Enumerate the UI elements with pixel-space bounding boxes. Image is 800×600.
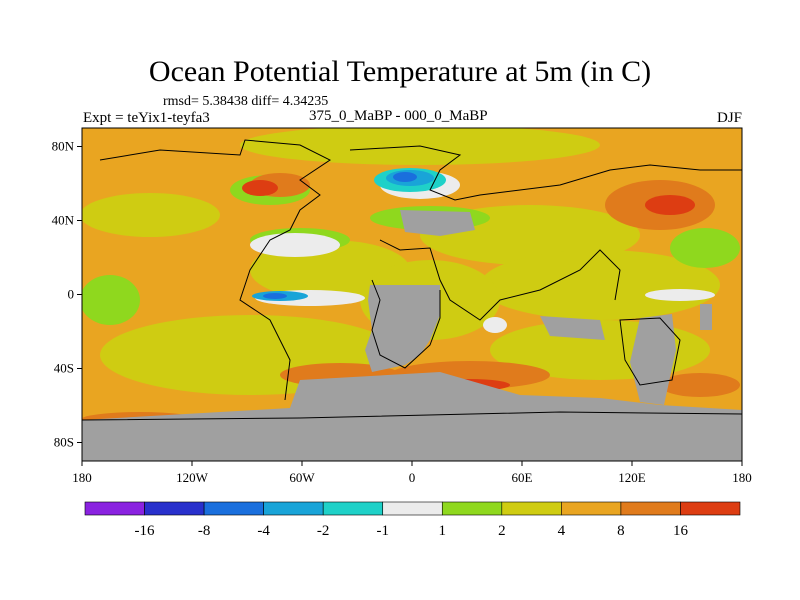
coastline-segment: [619, 317, 681, 386]
colorbar-label: 16: [673, 523, 689, 539]
field-region: [242, 180, 278, 196]
colorbar-label: 8: [617, 523, 625, 539]
colorbar-swatch: [322, 501, 384, 516]
coastline-segment: [82, 411, 742, 421]
y-tick-label: 40S: [54, 361, 74, 376]
colorbar-swatch: [263, 501, 324, 516]
land-mask: [400, 210, 475, 236]
colorbar: -16 -8 -4 -2 -1 1 2 4 8 16: [84, 501, 741, 539]
colorbar-label: -1: [376, 523, 389, 539]
x-tick-label: 180: [732, 470, 752, 485]
y-tick-label: 80S: [54, 435, 74, 450]
field-region: [82, 193, 220, 237]
field-region: [250, 233, 340, 257]
y-tick-label: 40N: [52, 213, 75, 228]
colorbar-swatch: [203, 501, 264, 516]
coastline-segment: [99, 139, 331, 401]
field-region: [393, 172, 417, 182]
x-tick-label: 120E: [618, 470, 646, 485]
colorbar-label: 2: [498, 523, 506, 539]
field-region: [263, 293, 287, 299]
colorbar-swatch: [501, 501, 562, 516]
coastline-segment: [349, 145, 742, 201]
colorbar-label: -2: [317, 523, 330, 539]
field-region: [483, 317, 507, 333]
experiment-label: Expt = teYix1-teyfa3: [83, 110, 210, 126]
colorbar-label: -16: [135, 523, 155, 539]
land-mask: [82, 372, 742, 430]
field-region: [670, 228, 740, 268]
colorbar-swatch: [144, 501, 205, 516]
colorbar-swatch: [620, 501, 681, 516]
land-mask: [700, 304, 712, 330]
colorbar-swatch: [382, 501, 443, 516]
period-label: 375_0_MaBP - 000_0_MaBP: [309, 108, 488, 124]
x-tick-label: 120W: [176, 470, 209, 485]
stats-label: rmsd= 5.38438 diff= 4.34235: [163, 94, 329, 109]
x-tick-label: 0: [409, 470, 416, 485]
land-mask: [540, 316, 605, 340]
colorbar-swatch: [680, 501, 741, 516]
field-region: [82, 275, 140, 325]
colorbar-swatch: [84, 501, 145, 516]
field-region: [480, 250, 720, 320]
field-region: [645, 289, 715, 301]
field-region: [240, 128, 600, 165]
season-label: DJF: [716, 110, 742, 126]
chart-title: Ocean Potential Temperature at 5m (in C): [148, 55, 652, 88]
colorbar-label: -4: [257, 523, 270, 539]
land-mask: [630, 314, 676, 405]
x-tick-label: 60E: [512, 470, 533, 485]
colorbar-label: -8: [198, 523, 211, 539]
colorbar-label: 1: [439, 523, 447, 539]
coastline: [82, 139, 742, 421]
colorbar-swatch: [441, 501, 503, 516]
land-mask: [82, 428, 742, 461]
colorbar-swatch: [561, 501, 622, 516]
y-tick-label: 0: [68, 287, 75, 302]
y-tick-label: 80N: [52, 139, 75, 154]
colorbar-label: 4: [558, 523, 566, 539]
x-tick-label: 180: [72, 470, 92, 485]
x-tick-label: 60W: [289, 470, 315, 485]
coastline-segment: [371, 279, 441, 369]
coastline-segment: [379, 239, 621, 321]
land-mask: [365, 285, 440, 372]
field-region: [645, 195, 695, 215]
field-region: [660, 373, 740, 397]
map-field: [82, 128, 742, 461]
